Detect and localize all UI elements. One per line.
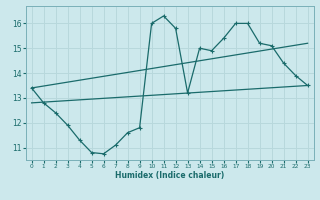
X-axis label: Humidex (Indice chaleur): Humidex (Indice chaleur) — [115, 171, 224, 180]
